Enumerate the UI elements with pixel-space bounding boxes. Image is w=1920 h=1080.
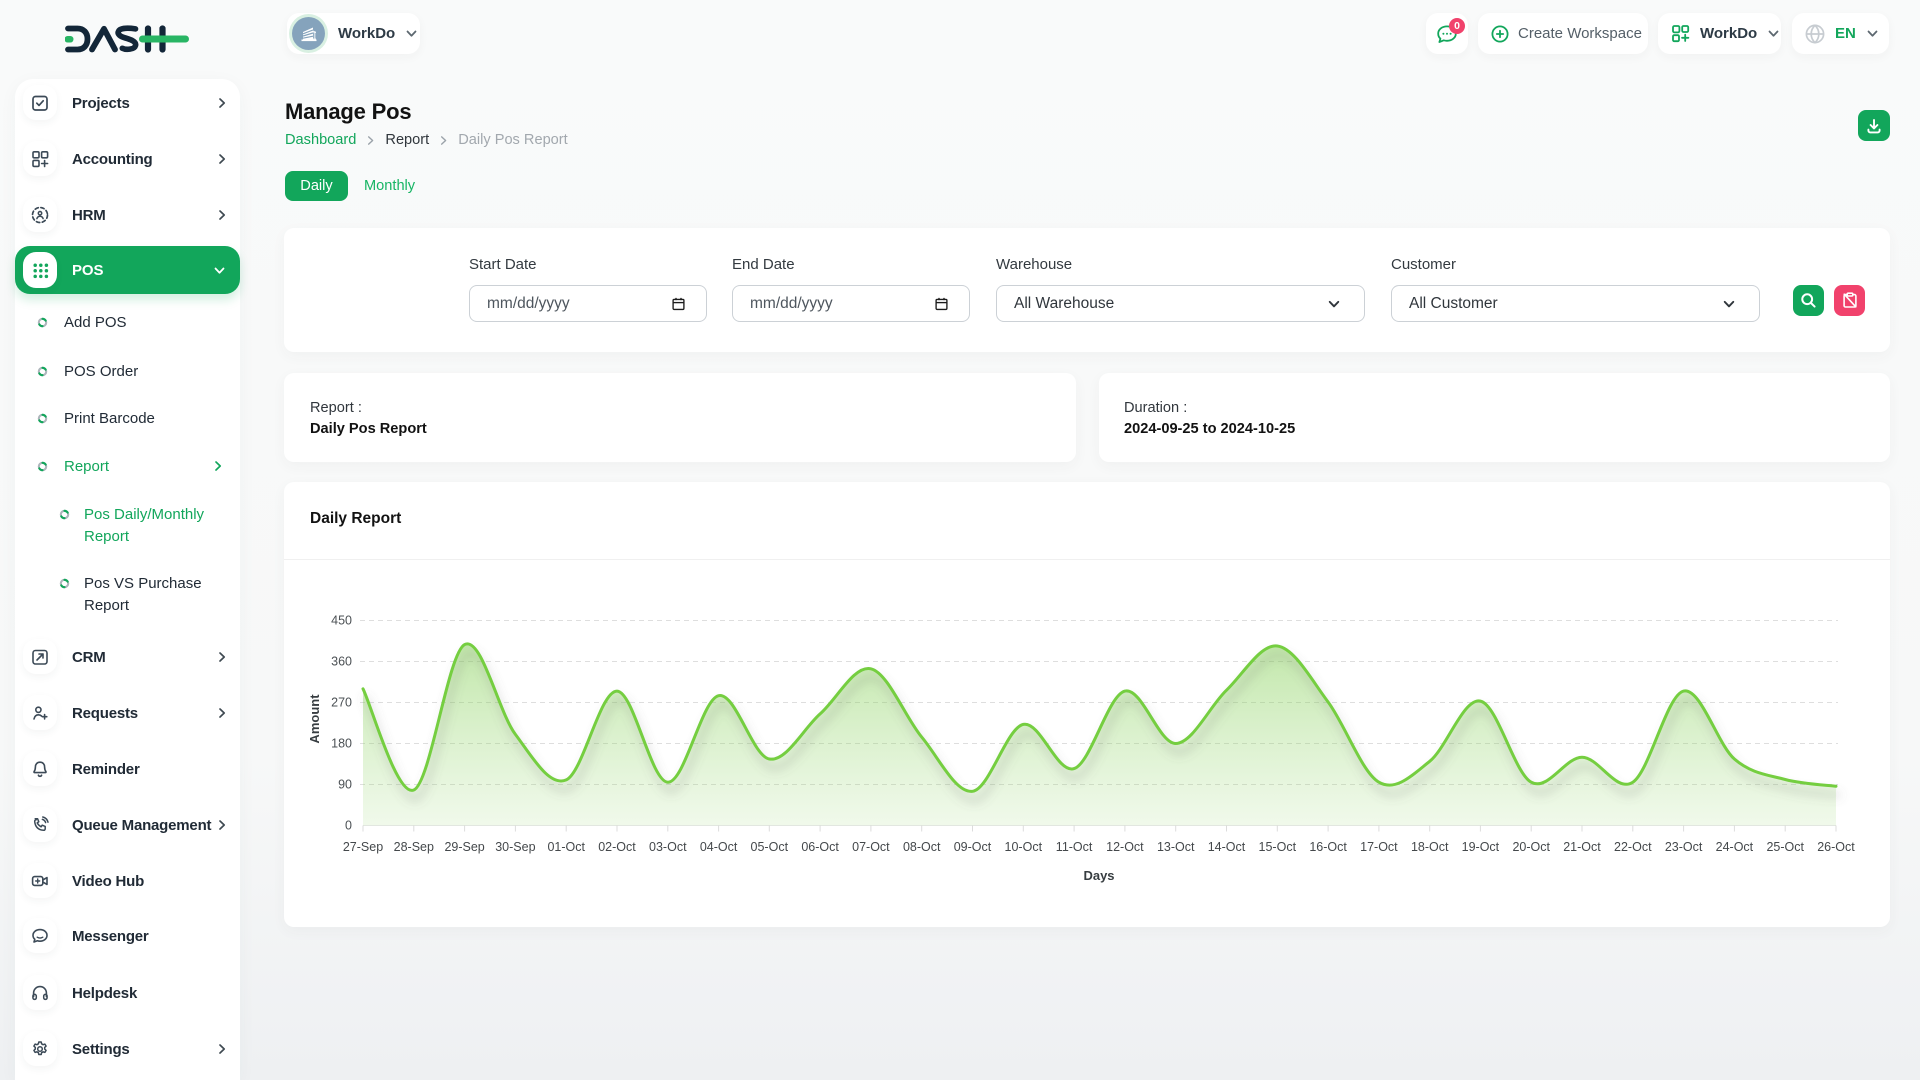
svg-text:04-Oct: 04-Oct <box>700 840 738 854</box>
svg-text:270: 270 <box>331 696 352 710</box>
svg-text:30-Sep: 30-Sep <box>495 840 535 854</box>
svg-text:25-Oct: 25-Oct <box>1766 840 1804 854</box>
svg-text:01-Oct: 01-Oct <box>547 840 585 854</box>
svg-text:09-Oct: 09-Oct <box>954 840 992 854</box>
svg-text:21-Oct: 21-Oct <box>1563 840 1601 854</box>
svg-text:15-Oct: 15-Oct <box>1259 840 1297 854</box>
svg-text:Amount: Amount <box>307 694 322 744</box>
svg-text:12-Oct: 12-Oct <box>1106 840 1144 854</box>
svg-text:28-Sep: 28-Sep <box>394 840 434 854</box>
svg-text:16-Oct: 16-Oct <box>1309 840 1347 854</box>
svg-text:22-Oct: 22-Oct <box>1614 840 1652 854</box>
svg-text:10-Oct: 10-Oct <box>1005 840 1043 854</box>
svg-text:23-Oct: 23-Oct <box>1665 840 1703 854</box>
svg-text:14-Oct: 14-Oct <box>1208 840 1246 854</box>
svg-text:02-Oct: 02-Oct <box>598 840 636 854</box>
svg-text:18-Oct: 18-Oct <box>1411 840 1449 854</box>
svg-text:90: 90 <box>338 778 352 792</box>
svg-text:27-Sep: 27-Sep <box>343 840 383 854</box>
svg-text:360: 360 <box>331 655 352 669</box>
svg-text:06-Oct: 06-Oct <box>801 840 839 854</box>
svg-text:07-Oct: 07-Oct <box>852 840 890 854</box>
svg-text:03-Oct: 03-Oct <box>649 840 687 854</box>
svg-text:24-Oct: 24-Oct <box>1716 840 1754 854</box>
svg-text:180: 180 <box>331 737 352 751</box>
svg-text:08-Oct: 08-Oct <box>903 840 941 854</box>
svg-text:29-Sep: 29-Sep <box>444 840 484 854</box>
svg-text:05-Oct: 05-Oct <box>751 840 789 854</box>
svg-text:Days: Days <box>1083 868 1114 883</box>
svg-text:20-Oct: 20-Oct <box>1512 840 1550 854</box>
svg-text:0: 0 <box>345 819 352 833</box>
svg-text:450: 450 <box>331 614 352 628</box>
svg-text:26-Oct: 26-Oct <box>1817 840 1855 854</box>
svg-text:13-Oct: 13-Oct <box>1157 840 1195 854</box>
svg-text:19-Oct: 19-Oct <box>1462 840 1500 854</box>
svg-text:17-Oct: 17-Oct <box>1360 840 1398 854</box>
svg-text:11-Oct: 11-Oct <box>1056 840 1093 854</box>
